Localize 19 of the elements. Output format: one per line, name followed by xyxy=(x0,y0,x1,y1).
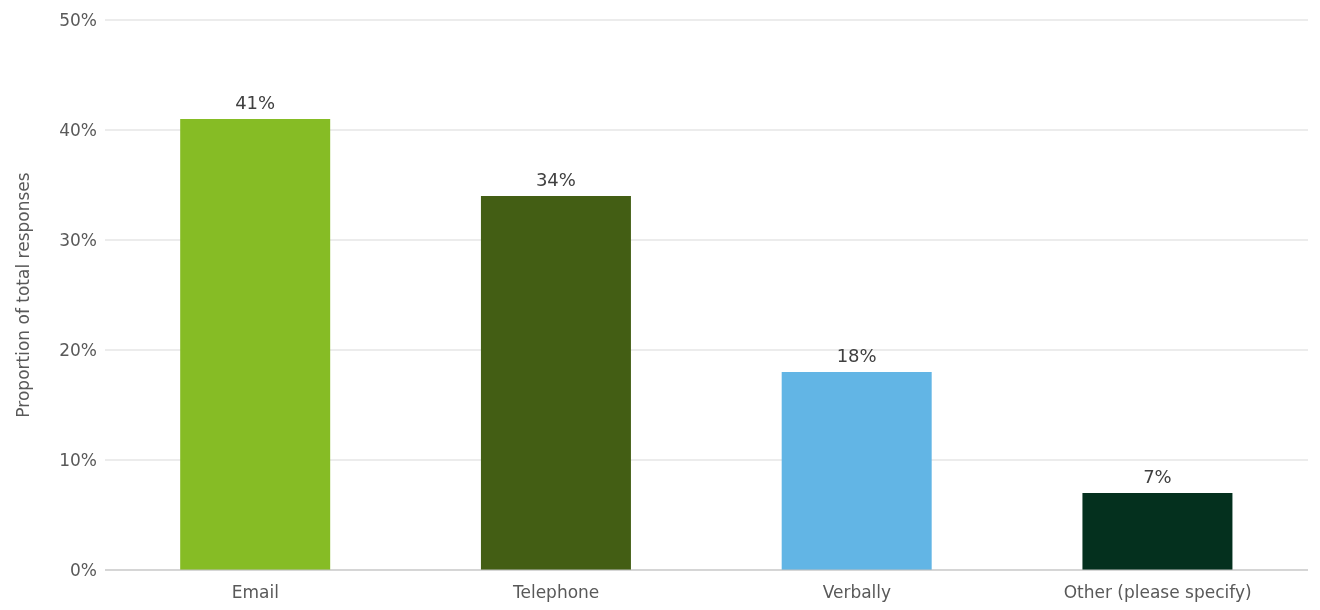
y-tick-label: 50% xyxy=(59,10,97,31)
y-tick-label: 10% xyxy=(59,450,97,471)
data-label: 7% xyxy=(1143,466,1172,487)
bar xyxy=(480,196,631,570)
x-tick-label: Telephone xyxy=(511,582,600,603)
bar xyxy=(781,372,932,570)
y-tick-label: 0% xyxy=(70,560,97,581)
x-tick-label: Email xyxy=(231,582,279,603)
bar xyxy=(180,119,331,570)
data-label: 41% xyxy=(235,92,276,113)
data-label: 18% xyxy=(836,345,877,366)
bar xyxy=(1082,493,1233,570)
y-tick-label: 40% xyxy=(59,120,97,141)
data-label: 34% xyxy=(535,169,576,190)
x-tick-label: Other (please specify) xyxy=(1063,582,1252,603)
x-tick-label: Verbally xyxy=(822,582,892,603)
y-tick-label: 20% xyxy=(59,340,97,361)
y-axis-title: Proportion of total responses xyxy=(13,172,34,418)
y-tick-label: 30% xyxy=(59,230,97,251)
